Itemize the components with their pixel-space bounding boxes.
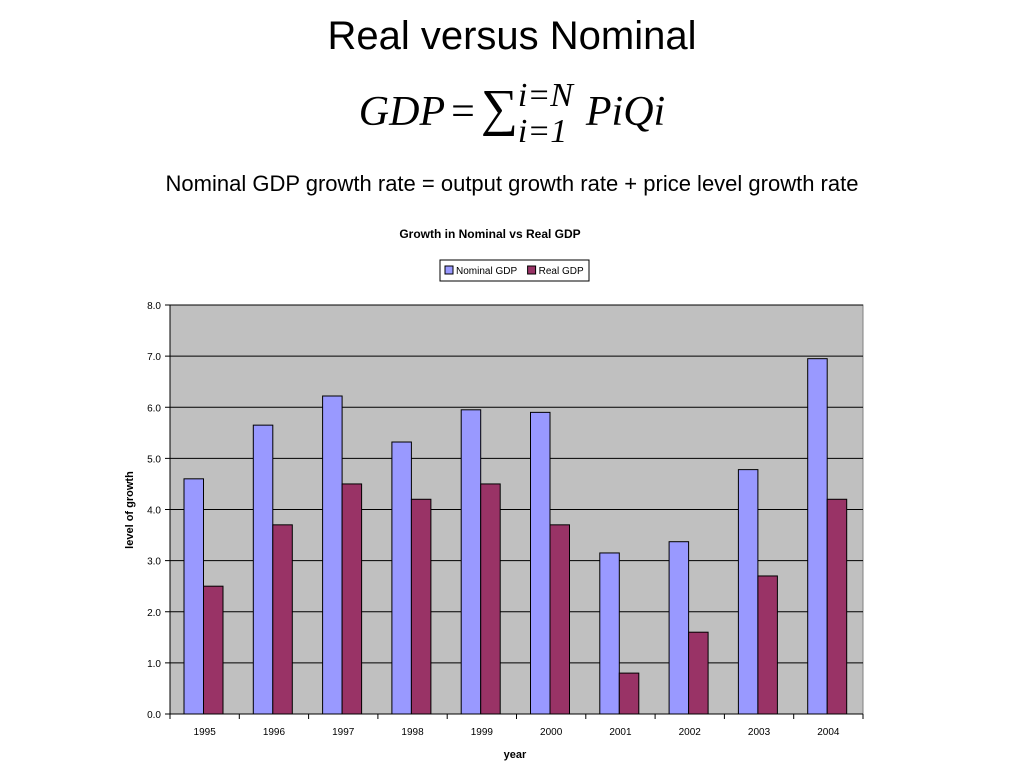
gdp-formula: GDP = ∑ i=N i=1 PiQi: [0, 74, 1024, 150]
bar-real-gdp-2002: [688, 631, 709, 715]
bar-nominal-gdp-2003: [737, 469, 759, 715]
bar-real-gdp-2004: [826, 498, 848, 715]
x-tick-label: 2004: [817, 727, 840, 738]
bar-nominal-gdp-1998: [391, 441, 412, 715]
y-tick-label: 8.0: [147, 301, 161, 312]
slide-title: Real versus Nominal: [327, 14, 697, 58]
y-tick-label: 7.0: [147, 352, 161, 363]
x-axis-label: year: [504, 749, 527, 761]
formula-term: PiQi: [585, 89, 666, 135]
bar-real-gdp-1995: [203, 585, 224, 715]
axes: 0.0 1.0 2.0 3.0 4.0 5.0 6.0 7.0 8.0 1995 1996 1997 1…: [147, 301, 864, 738]
bar-nominal-gdp-2001: [599, 552, 620, 715]
y-tick-label: 6.0: [147, 403, 161, 414]
bar-nominal-gdp-2004: [807, 358, 828, 715]
y-tick-label: 2.0: [147, 608, 161, 619]
legend-box: [439, 259, 590, 282]
summation-lower-limit: i=1: [517, 113, 568, 151]
bar-nominal-gdp-1997: [322, 395, 343, 715]
slide-subtitle: Nominal GDP growth rate = output growth …: [165, 171, 859, 196]
y-tick-label: 4.0: [147, 506, 161, 517]
chart-title: Growth in Nominal vs Real GDP: [399, 227, 580, 241]
chart-legend: Nominal GDP Real GDP: [439, 259, 590, 282]
bar-nominal-gdp-1996: [252, 424, 274, 715]
y-tick-label: 5.0: [147, 454, 161, 465]
bar-nominal-gdp-2002: [668, 541, 690, 715]
x-tick-label: 2001: [609, 727, 632, 738]
summation-upper-limit: i=N: [517, 77, 573, 115]
y-tick-label: 3.0: [147, 557, 161, 568]
x-tick-label: 1995: [194, 727, 217, 738]
y-tick-label: 1.0: [147, 659, 161, 670]
x-tick-label: 2000: [540, 727, 563, 738]
x-tick-label: 1998: [401, 727, 424, 738]
x-tick-label: 2002: [679, 727, 702, 738]
bar-real-gdp-2003: [757, 575, 778, 715]
bar-real-gdp-1999: [480, 483, 501, 715]
bars: [183, 358, 848, 715]
bar-real-gdp-1997: [341, 483, 363, 715]
bar-nominal-gdp-1995: [183, 478, 204, 715]
summation-symbol: ∑: [480, 80, 518, 137]
bar-real-gdp-2000: [549, 524, 570, 715]
bar-real-gdp-1998: [410, 498, 432, 715]
formula-lhs: GDP: [358, 89, 446, 135]
x-tick-label: 1996: [263, 727, 286, 738]
x-tick-label: 1999: [471, 727, 494, 738]
summation-limits: i=N i=1: [517, 77, 580, 151]
legend-label: Nominal GDP: [456, 266, 517, 277]
bar-real-gdp-1996: [272, 524, 293, 715]
legend-swatch: [527, 265, 537, 275]
x-tick-label: 1997: [332, 727, 355, 738]
y-tick-label: 0.0: [147, 710, 161, 721]
bar-nominal-gdp-2000: [530, 411, 551, 715]
legend-label: Real GDP: [539, 266, 584, 277]
formula-equals: =: [451, 89, 475, 135]
bar-nominal-gdp-1999: [460, 409, 482, 715]
legend-swatch: [444, 265, 454, 275]
y-axis-label: level of growth: [124, 471, 136, 549]
bar-real-gdp-2001: [618, 672, 640, 715]
x-tick-label: 2003: [748, 727, 771, 738]
